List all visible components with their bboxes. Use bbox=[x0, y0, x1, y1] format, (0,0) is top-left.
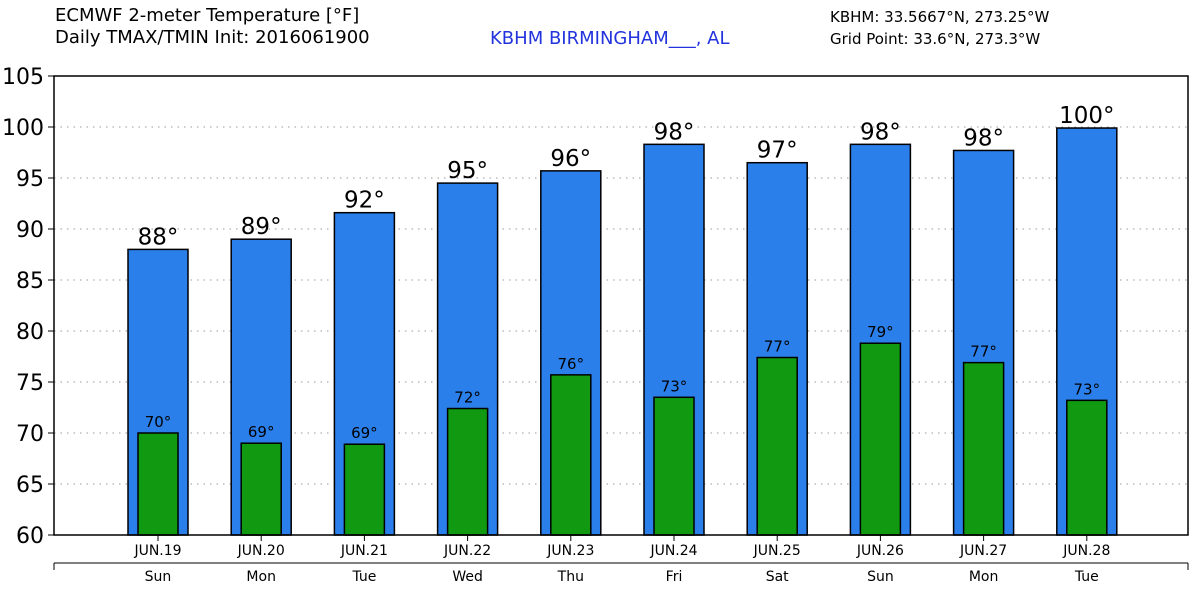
tmin-label: 73° bbox=[661, 377, 688, 395]
tmin-label: 79° bbox=[867, 323, 894, 341]
tmin-bar bbox=[550, 374, 592, 536]
grid-point-coordinates: Grid Point: 33.6°N, 273.3°W bbox=[830, 30, 1041, 48]
x-tick-label-date: JUN.20 bbox=[237, 543, 285, 559]
tmin-bar bbox=[859, 342, 902, 536]
tmax-label: 92° bbox=[344, 188, 385, 214]
tmax-label: 97° bbox=[757, 138, 798, 164]
tmax-label: 98° bbox=[963, 125, 1004, 151]
x-tick-label-date: JUN.26 bbox=[856, 543, 904, 559]
x-tick-label-day: Wed bbox=[452, 569, 483, 585]
tmin-bar bbox=[756, 356, 798, 536]
x-tick-label-day: Sun bbox=[867, 569, 894, 585]
tmin-label: 72° bbox=[454, 389, 481, 407]
tmin-label: 69° bbox=[351, 424, 378, 442]
x-tick-label-day: Tue bbox=[1074, 569, 1099, 585]
tmax-label: 100° bbox=[1059, 103, 1114, 129]
x-tick-label-date: JUN.27 bbox=[959, 543, 1007, 559]
x-tick-label-day: Tue bbox=[351, 569, 376, 585]
chart-title-line1: ECMWF 2-meter Temperature [°F] bbox=[55, 5, 360, 26]
x-tick-label-date: JUN.19 bbox=[133, 543, 181, 559]
x-tick-label-date: JUN.21 bbox=[340, 543, 388, 559]
x-tick-label-day: Sat bbox=[766, 569, 789, 585]
tmax-label: 98° bbox=[860, 119, 901, 145]
tmin-label: 77° bbox=[970, 343, 997, 361]
y-tick-label: 100 bbox=[2, 116, 44, 141]
y-tick-label: 60 bbox=[16, 524, 44, 549]
tmax-label: 96° bbox=[550, 146, 591, 172]
tmin-bar bbox=[343, 443, 386, 536]
x-tick-label-day: Mon bbox=[246, 569, 276, 585]
x-tick-label-day: Mon bbox=[969, 569, 999, 585]
y-tick-label: 70 bbox=[16, 422, 44, 447]
tmax-label: 89° bbox=[241, 214, 282, 240]
tmin-bar bbox=[962, 361, 1005, 536]
x-tick-label-day: Thu bbox=[557, 569, 584, 585]
chart-title-line2: Daily TMAX/TMIN Init: 2016061900 bbox=[55, 27, 370, 48]
x-tick-label-date: JUN.25 bbox=[753, 543, 801, 559]
station-coordinates: KBHM: 33.5667°N, 273.25°W bbox=[830, 8, 1050, 26]
tmax-label: 88° bbox=[138, 224, 179, 250]
x-tick-label-date: JUN.28 bbox=[1062, 543, 1110, 559]
x-tick-label-date: JUN.22 bbox=[443, 543, 491, 559]
tmin-bar bbox=[653, 396, 695, 536]
tmin-label: 70° bbox=[145, 413, 172, 431]
tmax-label: 95° bbox=[447, 158, 488, 184]
tmin-bar bbox=[446, 407, 489, 536]
x-tick-label-day: Sun bbox=[145, 569, 172, 585]
tmin-label: 73° bbox=[1074, 380, 1101, 398]
tmax-label: 98° bbox=[654, 119, 695, 145]
plot-frame bbox=[53, 75, 1189, 536]
y-tick-label: 75 bbox=[16, 371, 44, 396]
y-tick-label: 95 bbox=[16, 167, 44, 192]
tmin-bar bbox=[240, 442, 282, 536]
x-tick-label-day: Fri bbox=[666, 569, 683, 585]
tmin-label: 76° bbox=[558, 355, 585, 373]
y-tick-label: 85 bbox=[16, 269, 44, 294]
y-tick-label: 105 bbox=[2, 65, 44, 90]
y-tick-label: 90 bbox=[16, 218, 44, 243]
tmin-label: 69° bbox=[248, 423, 275, 441]
x-tick-label-date: JUN.23 bbox=[546, 543, 594, 559]
y-tick-label: 65 bbox=[16, 473, 44, 498]
y-tick-label: 80 bbox=[16, 320, 44, 345]
tmin-bar bbox=[1066, 399, 1108, 536]
tmin-bar bbox=[137, 432, 179, 536]
station-name: KBHM BIRMINGHAM___, AL bbox=[490, 28, 730, 49]
x-tick-label-date: JUN.24 bbox=[649, 543, 697, 559]
tmin-label: 77° bbox=[764, 338, 791, 356]
